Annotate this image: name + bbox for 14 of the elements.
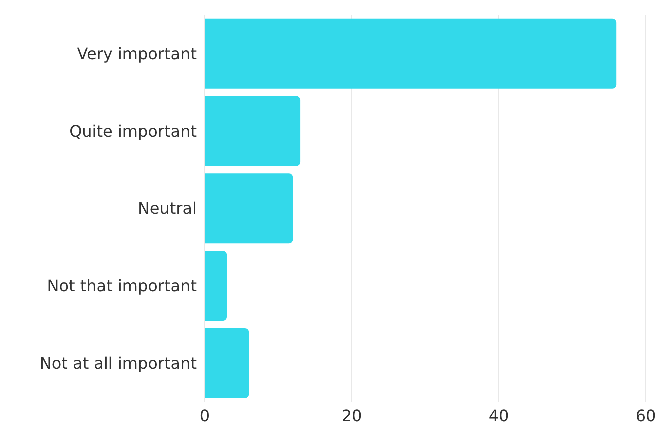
x-tick-label: 0 — [200, 406, 210, 426]
x-tick-label: 40 — [488, 406, 510, 426]
bar — [205, 174, 294, 244]
x-tick-label: 20 — [342, 406, 362, 426]
y-tick-label: Quite important — [70, 122, 197, 141]
bar — [205, 96, 301, 166]
bar — [205, 328, 250, 398]
y-tick-label: Very important — [77, 44, 197, 64]
x-tick-label: 60 — [636, 406, 656, 426]
bar — [205, 251, 228, 322]
y-tick-label: Not that important — [47, 276, 197, 296]
y-tick-label: Neutral — [138, 199, 197, 218]
bar — [205, 18, 617, 89]
y-tick-label: Not at all important — [40, 354, 197, 373]
